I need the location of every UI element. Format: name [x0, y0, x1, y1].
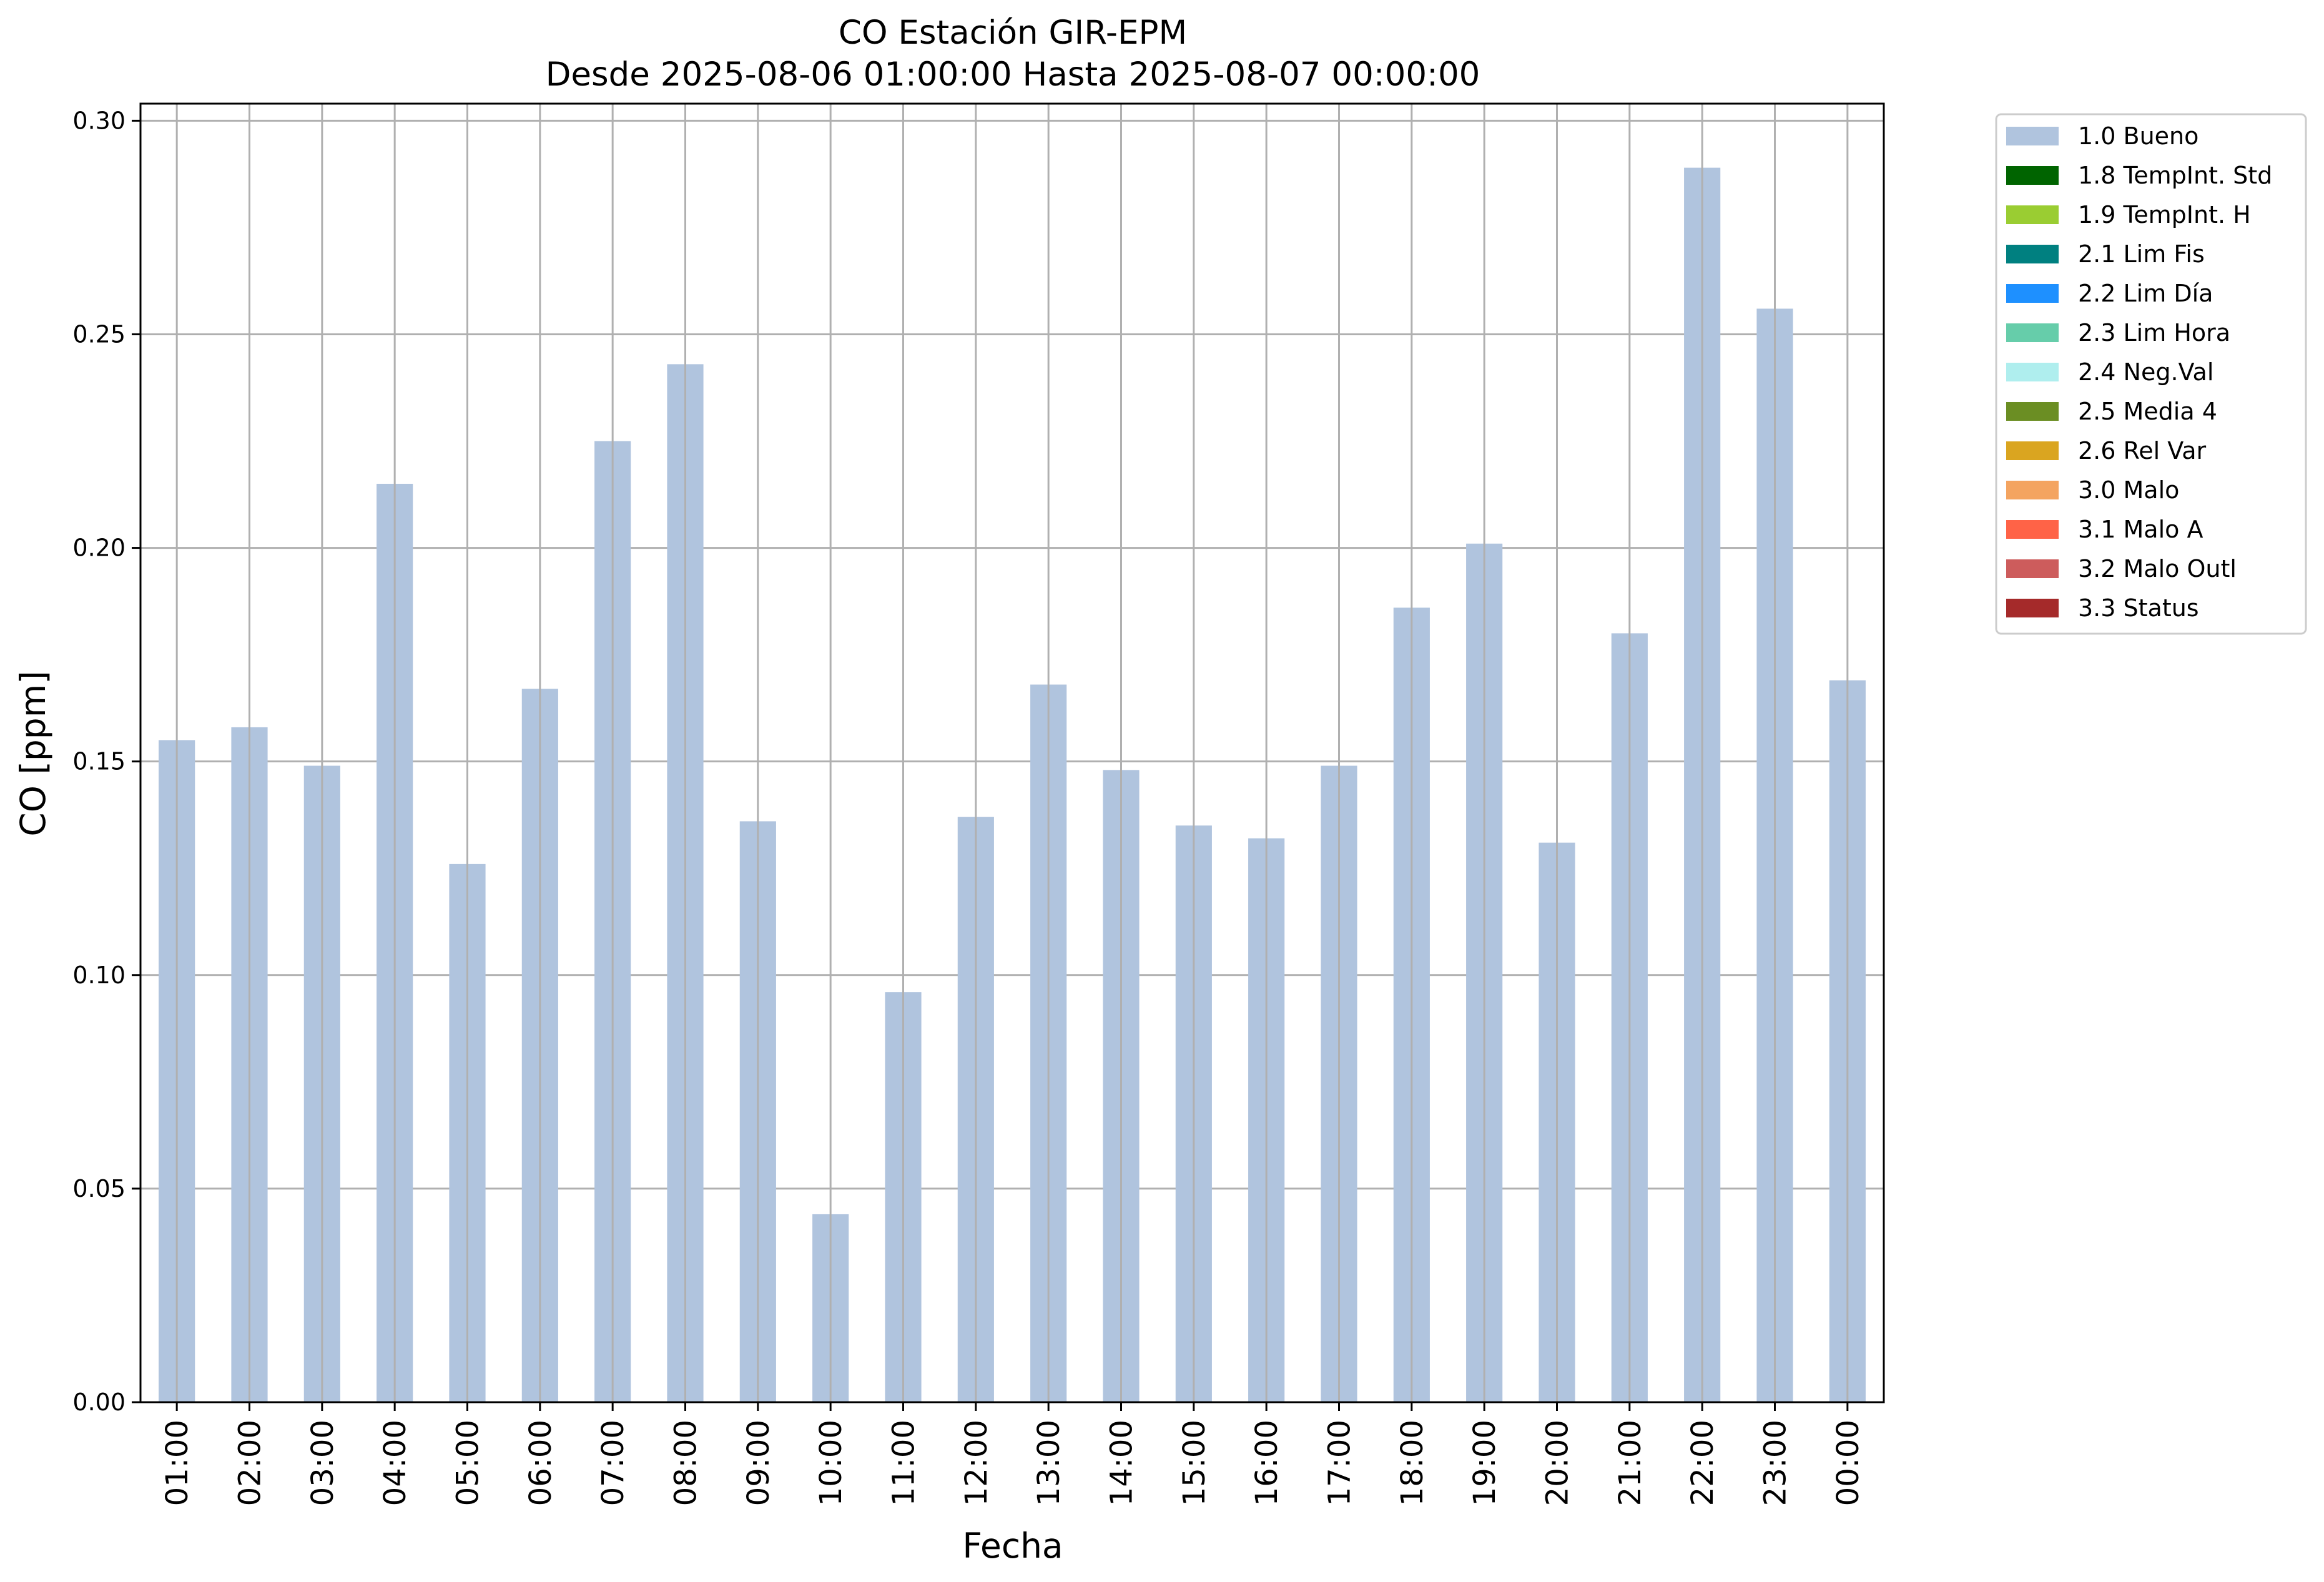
legend-label: 2.3 Lim Hora: [2078, 319, 2230, 346]
legend-label: 1.9 TempInt. H: [2078, 201, 2251, 228]
legend-label: 1.0 Bueno: [2078, 122, 2198, 150]
legend-label: 2.5 Media 4: [2078, 398, 2217, 425]
y-tick-label: 0.15: [72, 748, 126, 775]
x-tick-label: 05:00: [451, 1420, 486, 1506]
x-tick-label: 10:00: [814, 1420, 849, 1506]
y-tick-label: 0.30: [72, 107, 126, 134]
chart-subtitle: Desde 2025-08-06 01:00:00 Hasta 2025-08-…: [546, 56, 1480, 94]
legend-label: 3.2 Malo Outl: [2078, 555, 2237, 582]
legend-label: 2.1 Lim Fis: [2078, 240, 2205, 268]
legend-swatch: [2006, 520, 2059, 539]
x-tick-label: 16:00: [1249, 1420, 1284, 1506]
legend-swatch: [2006, 245, 2059, 263]
y-tick-label: 0.05: [72, 1175, 126, 1202]
legend-swatch: [2006, 323, 2059, 342]
y-tick-label: 0.25: [72, 320, 126, 348]
x-tick-label: 09:00: [741, 1420, 776, 1506]
legend-items: 1.0 Bueno 1.8 TempInt. Std 1.9 TempInt. H 2…: [2006, 122, 2272, 622]
legend-swatch: [2006, 441, 2059, 460]
x-tick-label: 23:00: [1758, 1420, 1793, 1506]
x-tick-label: 14:00: [1105, 1420, 1140, 1506]
y-axis-label: CO [ppm]: [13, 671, 53, 837]
x-tick-label: 03:00: [305, 1420, 340, 1506]
legend-label: 2.6 Rel Var: [2078, 437, 2207, 464]
x-axis-ticks: 01:00 02:00 03:00 04:00 05:00 06:00 07:00 08:00…: [160, 1402, 1866, 1506]
x-tick-label: 21:00: [1613, 1420, 1648, 1506]
x-tick-label: 12:00: [959, 1420, 994, 1506]
legend-swatch: [2006, 402, 2059, 421]
legend-box: [1995, 113, 2307, 635]
x-tick-label: 02:00: [233, 1420, 268, 1506]
legend: 1.0 Bueno 1.8 TempInt. Std 1.9 TempInt. H 2…: [1995, 113, 2307, 635]
vertical-grid-lines: [175, 104, 1849, 1402]
x-tick-label: 20:00: [1540, 1420, 1575, 1506]
x-tick-label: 11:00: [887, 1420, 922, 1506]
legend-swatch: [2006, 127, 2059, 145]
x-tick-label: 13:00: [1032, 1420, 1066, 1506]
legend-label: 2.4 Neg.Val: [2078, 358, 2213, 386]
x-tick-label: 07:00: [596, 1420, 631, 1506]
legend-label: 3.1 Malo A: [2078, 516, 2203, 543]
x-tick-label: 00:00: [1831, 1420, 1866, 1506]
x-tick-label: 04:00: [378, 1420, 413, 1506]
x-tick-label: 06:00: [523, 1420, 558, 1506]
legend-label: 3.3 Status: [2078, 594, 2199, 622]
legend-label: 1.8 TempInt. Std: [2078, 162, 2272, 189]
x-tick-label: 22:00: [1685, 1420, 1720, 1506]
y-tick-label: 0.20: [72, 534, 126, 562]
legend-swatch: [2006, 205, 2059, 224]
x-tick-label: 01:00: [160, 1420, 195, 1506]
y-axis-ticks: 0.00 0.05 0.10 0.15 0.20 0.25 0.30: [72, 107, 140, 1416]
x-tick-label: 17:00: [1322, 1420, 1357, 1506]
legend-swatch: [2006, 363, 2059, 381]
grid-lines: [140, 119, 1884, 1403]
legend-swatch: [2006, 599, 2059, 617]
x-tick-label: 08:00: [669, 1420, 704, 1506]
y-tick-label: 0.10: [72, 961, 126, 989]
plot-frame: [139, 102, 1885, 1403]
x-tick-label: 19:00: [1467, 1420, 1502, 1506]
y-tick-label: 0.00: [72, 1388, 126, 1416]
legend-label: 3.0 Malo: [2078, 476, 2179, 504]
bars: [159, 167, 1866, 1403]
legend-swatch: [2006, 559, 2059, 578]
x-tick-label: 18:00: [1395, 1420, 1430, 1506]
legend-swatch: [2006, 166, 2059, 185]
x-tick-label: 15:00: [1177, 1420, 1212, 1506]
legend-label: 2.2 Lim Día: [2078, 280, 2213, 307]
legend-swatch: [2006, 481, 2059, 499]
chart-title: CO Estación GIR-EPM: [839, 14, 1187, 52]
legend-swatch: [2006, 284, 2059, 303]
x-axis-label: Fecha: [962, 1526, 1063, 1566]
